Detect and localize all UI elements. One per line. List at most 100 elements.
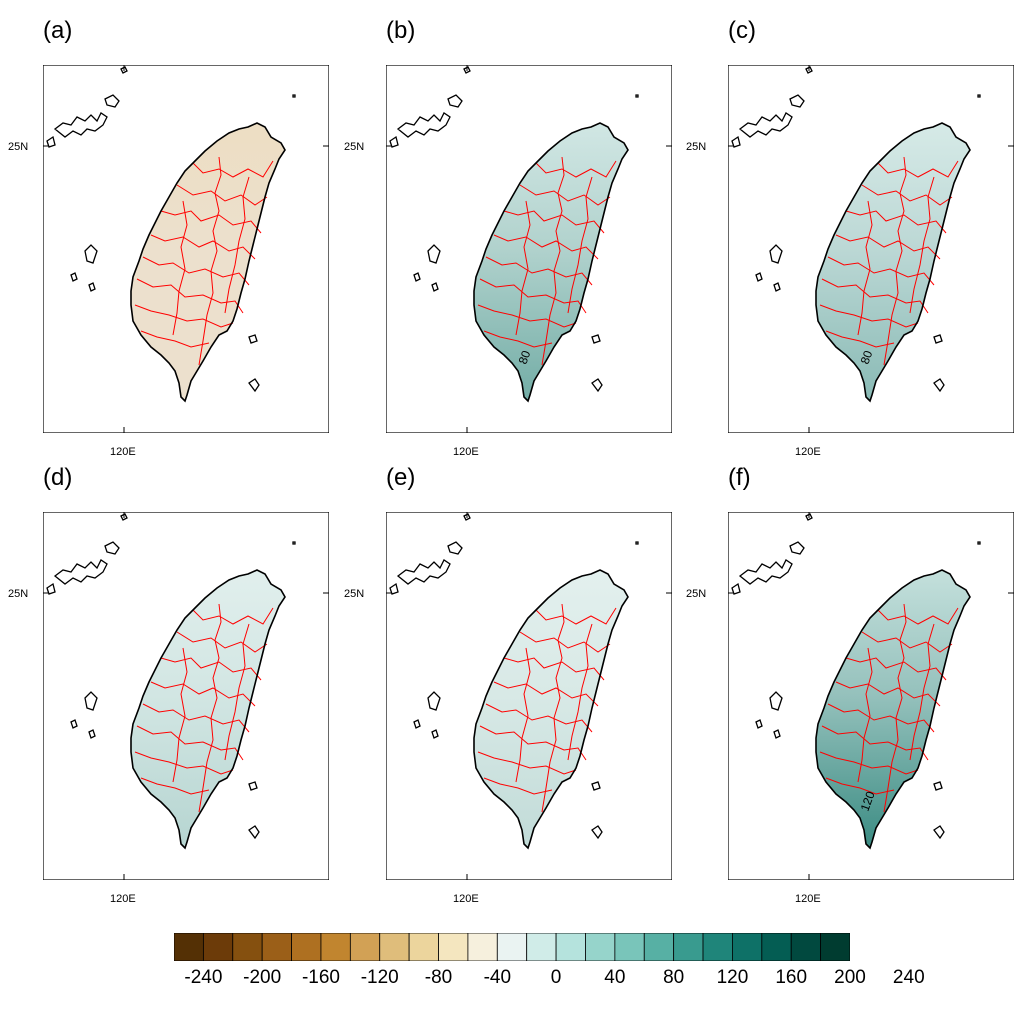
panel-a: (a) <box>43 17 329 433</box>
island-outline <box>248 378 260 393</box>
county-boundary <box>134 751 234 775</box>
county-boundary <box>835 681 941 707</box>
county-boundary <box>140 330 210 348</box>
contour-label: 120 <box>858 789 878 813</box>
coastline <box>473 122 629 403</box>
colorbar-swatch <box>467 933 498 961</box>
island-outline <box>933 378 945 393</box>
lon-tick-label: 120E <box>110 893 136 905</box>
panel-f: 120 (f) <box>728 464 1014 880</box>
colorbar-swatch <box>438 933 469 961</box>
colorbar-swatch <box>702 933 733 961</box>
island-outline <box>292 541 296 545</box>
coastline <box>130 122 286 403</box>
taiwan-fill <box>474 123 628 401</box>
panel-c: 80 (c) <box>728 17 1014 433</box>
colorbar-swatch <box>320 933 351 961</box>
island-outline <box>447 541 463 555</box>
lat-tick-label: 25N <box>344 141 365 153</box>
colorbar-swatch <box>349 933 381 961</box>
panel-label: (b) <box>386 17 416 44</box>
panel-label: (c) <box>728 17 756 44</box>
colorbar-swatch <box>555 933 586 961</box>
county-boundary <box>140 777 210 795</box>
contour-label: 80 <box>858 348 876 366</box>
panel-e: (e) <box>386 464 672 880</box>
colorbar-swatch <box>820 933 850 961</box>
county-boundary <box>134 304 234 328</box>
county-boundary <box>142 256 250 286</box>
county-boundary <box>150 234 256 260</box>
island-outline <box>635 541 639 545</box>
island-outline <box>53 112 108 138</box>
taiwan-fill <box>474 570 628 848</box>
lon-tick-label: 120E <box>795 446 821 458</box>
county-boundary <box>909 176 935 314</box>
contour-label: 80 <box>516 348 534 366</box>
island-outline <box>292 94 296 98</box>
colorbar-tick-label: 160 <box>775 967 808 988</box>
county-boundary <box>821 278 929 314</box>
county-boundary <box>883 156 907 366</box>
colorbar-tick-label: 0 <box>550 967 562 988</box>
county-boundary <box>877 160 959 178</box>
county-boundary <box>485 703 593 733</box>
colorbar-swatch <box>732 933 763 961</box>
county-boundary <box>845 657 947 681</box>
island-outline <box>769 691 783 711</box>
island-outline <box>731 582 741 595</box>
island-outline <box>413 719 421 729</box>
lat-tick-label: 25N <box>686 588 707 600</box>
panel-label: (e) <box>386 464 416 491</box>
lat-tick-label: 25N <box>8 588 29 600</box>
map-svg <box>43 65 329 433</box>
county-boundary <box>909 623 935 761</box>
county-boundary <box>541 603 565 813</box>
map-svg <box>386 512 672 880</box>
county-boundary <box>535 160 617 178</box>
county-boundary <box>877 607 959 625</box>
island-outline <box>431 729 439 739</box>
county-boundary <box>519 184 611 206</box>
colorbar-tick-label: 120 <box>716 967 749 988</box>
island-outline <box>591 378 603 393</box>
colorbar-tick-label: -160 <box>301 967 340 988</box>
lat-tick-label: 25N <box>8 141 29 153</box>
county-boundary <box>176 631 268 653</box>
county-boundary <box>150 681 256 707</box>
colorbar-swatch <box>526 933 557 961</box>
island-outline <box>431 282 439 292</box>
island-outline <box>591 825 603 840</box>
island-outline <box>248 825 260 840</box>
county-boundary <box>172 647 188 783</box>
island-outline <box>396 112 451 138</box>
county-boundary <box>857 200 873 336</box>
county-boundary <box>224 176 250 314</box>
county-boundary <box>515 200 531 336</box>
colorbar <box>174 933 850 961</box>
lon-tick-label: 120E <box>453 893 479 905</box>
county-boundary <box>493 681 599 707</box>
colorbar-tick-label: 80 <box>663 967 685 988</box>
county-boundary <box>819 304 919 328</box>
county-boundary <box>825 777 895 795</box>
island-outline <box>88 282 96 292</box>
colorbar-swatch <box>408 933 439 961</box>
colorbar-tick-label: 200 <box>834 967 866 988</box>
lon-tick-label: 120E <box>453 446 479 458</box>
colorbar-tick-label: 40 <box>604 967 626 988</box>
island-outline <box>84 691 98 711</box>
island-outline <box>427 691 441 711</box>
panel-label: (a) <box>43 17 73 44</box>
island-outline <box>70 719 78 729</box>
island-outline <box>789 541 805 555</box>
coastline <box>130 569 286 850</box>
county-boundary <box>503 657 605 681</box>
colorbar-swatch <box>232 933 263 961</box>
coastline <box>473 569 629 850</box>
county-boundary <box>198 603 222 813</box>
colorbar-swatch <box>673 933 704 961</box>
island-outline <box>591 781 601 791</box>
island-outline <box>413 272 421 282</box>
county-boundary <box>503 210 605 234</box>
